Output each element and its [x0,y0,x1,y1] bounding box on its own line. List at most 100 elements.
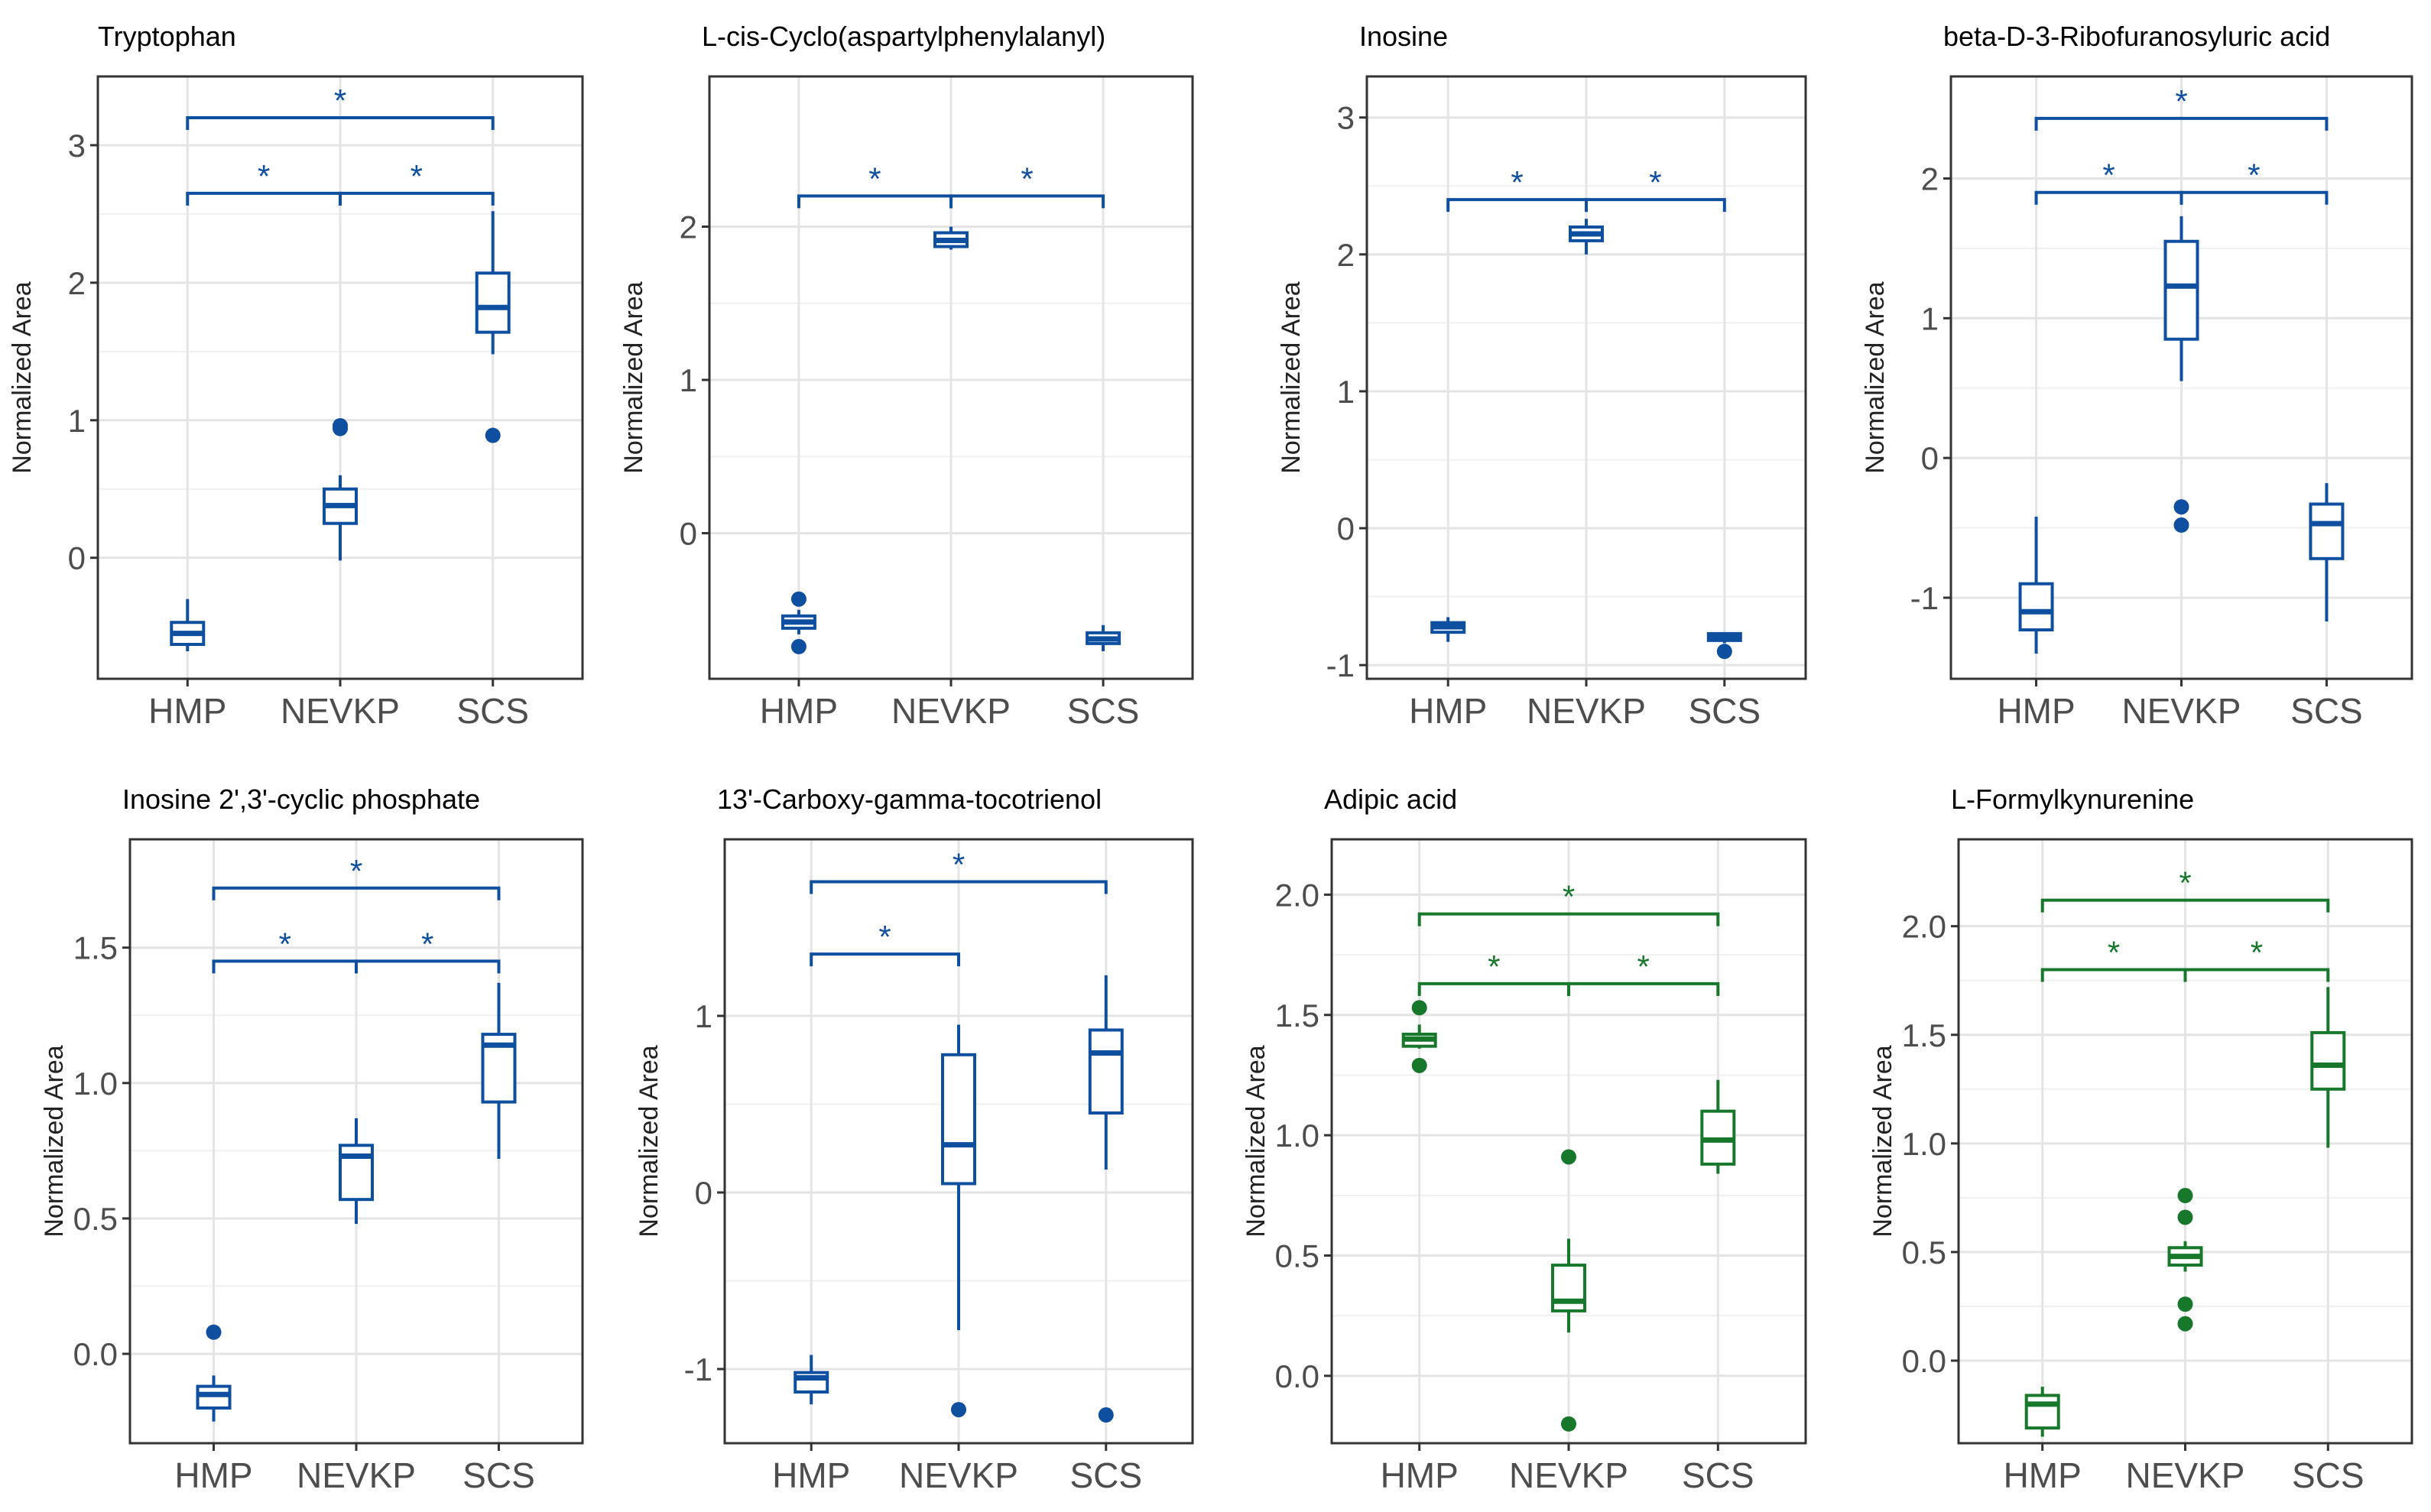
outlier-point [2177,1296,2193,1312]
chart-panel: L-Formylkynurenine Normalized Area 0.0 0.5 1… [1868,784,2413,1495]
x-tick-label: NEVKP [2126,1455,2245,1495]
significance-label: * [1637,949,1649,985]
box-iqr [1088,1028,1124,1115]
box-iqr [196,1384,232,1410]
y-tick-label: -1 [1910,580,1939,616]
x-tick-label: SCS [1069,1455,1142,1495]
chart-title: Tryptophan [98,21,236,52]
box-iqr [2163,239,2199,341]
chart-panel: Adipic acid Normalized Area 0.0 0.5 1.0 1.5 2.… [1241,784,1807,1495]
y-tick-label: 1 [680,362,697,398]
box-iqr [339,1144,374,1202]
outlier-point [790,638,807,654]
outlier-point [333,417,348,433]
significance-label: * [334,83,346,118]
x-tick-label: SCS [1682,1455,1754,1495]
x-tick-label: SCS [1067,691,1140,731]
y-tick-label: 2 [68,265,86,301]
y-tick-label: 0.5 [73,1201,118,1237]
significance-bracket [1417,912,1720,926]
significance-bracket [1585,198,1726,213]
x-tick-label: HMP [1997,691,2075,731]
significance-label: * [411,158,423,194]
significance-label: * [421,926,433,962]
box-iqr [2018,582,2054,632]
outlier-point [1098,1407,1114,1423]
significance-label: * [1511,164,1523,200]
significance-label: * [953,846,965,882]
x-tick-label: HMP [174,1455,252,1495]
y-tick-label: 0.0 [73,1336,118,1372]
x-tick-label: HMP [1381,1455,1459,1495]
x-tick-label: SCS [2290,691,2363,731]
significance-bracket [1567,982,1720,996]
x-tick-label: SCS [463,1455,535,1495]
chart-panel: Inosine Normalized Area -1 0 1 2 3 HMP NEVKP SCS *… [1277,21,1807,731]
significance-bracket [949,194,1105,209]
x-tick-label: SCS [456,691,529,731]
y-tick-label: 2.0 [1902,909,1946,945]
y-axis-label: Normalized Area [1868,1045,1897,1237]
panel-border [1957,838,2413,1445]
panel-border [1365,75,1807,680]
outlier-point [1716,644,1732,660]
significance-bracket [212,886,501,900]
y-tick-label: 1 [68,403,86,439]
significance-label: * [868,161,881,196]
outlier-point [951,1402,966,1418]
y-axis-label: Normalized Area [635,1045,664,1237]
chart-panel: beta-D-3-Ribofuranosyluric acid Normalize… [1861,21,2413,731]
y-axis-label: Normalized Area [1861,281,1890,473]
y-tick-label: 1.0 [1902,1126,1946,1162]
box-iqr [475,271,511,334]
outlier-point [1411,1000,1427,1016]
x-tick-label: HMP [772,1455,850,1495]
significance-bracket [339,191,495,206]
significance-label: * [2175,83,2187,119]
significance-bracket [810,880,1108,894]
chart-panel: Inosine 2',3'-cyclic phosphate Normalized… [40,784,584,1495]
x-tick-label: HMP [760,691,838,731]
significance-bracket [186,115,495,130]
chart-title: beta-D-3-Ribofuranosyluric acid [1943,21,2330,52]
significance-bracket [810,952,960,967]
significance-label: * [1488,949,1500,985]
y-tick-label: 0 [695,1175,712,1211]
significance-label: * [258,158,270,194]
x-tick-label: NEVKP [297,1455,416,1495]
box-iqr [2024,1394,2060,1430]
x-tick-label: NEVKP [2122,691,2241,731]
y-tick-label: -1 [1326,647,1355,683]
y-tick-label: 0 [68,540,86,576]
y-tick-label: 2 [1337,237,1355,273]
outlier-point [485,427,501,443]
y-tick-label: 1.5 [1902,1017,1946,1053]
x-tick-label: NEVKP [1509,1455,1628,1495]
significance-label: * [1563,879,1575,915]
x-tick-label: HMP [2004,1455,2082,1495]
box-iqr [941,1053,976,1186]
significance-label: * [878,919,891,955]
x-tick-label: SCS [1689,691,1761,731]
y-tick-label: 0 [1921,440,1939,476]
significance-label: * [2251,935,2263,971]
y-tick-label: 0 [680,516,697,552]
x-tick-label: SCS [2292,1455,2364,1495]
chart-title: Inosine [1359,21,1448,52]
y-tick-label: 0.0 [1902,1343,1946,1379]
y-tick-label: 2 [1921,161,1939,196]
outlier-point [1561,1149,1576,1165]
chart-title: 13'-Carboxy-gamma-tocotrienol [717,784,1102,815]
x-tick-label: NEVKP [899,1455,1018,1495]
significance-bracket [355,959,501,974]
outlier-point [790,591,807,607]
outlier-point [206,1324,222,1340]
chart-title: Adipic acid [1324,784,1457,815]
panel-border [128,838,584,1445]
significance-bracket [2183,968,2330,982]
y-tick-label: 1.5 [73,930,118,966]
y-tick-label: 0.5 [1275,1238,1319,1274]
y-tick-label: 3 [1337,100,1355,136]
chart-title: L-Formylkynurenine [1951,784,2194,815]
